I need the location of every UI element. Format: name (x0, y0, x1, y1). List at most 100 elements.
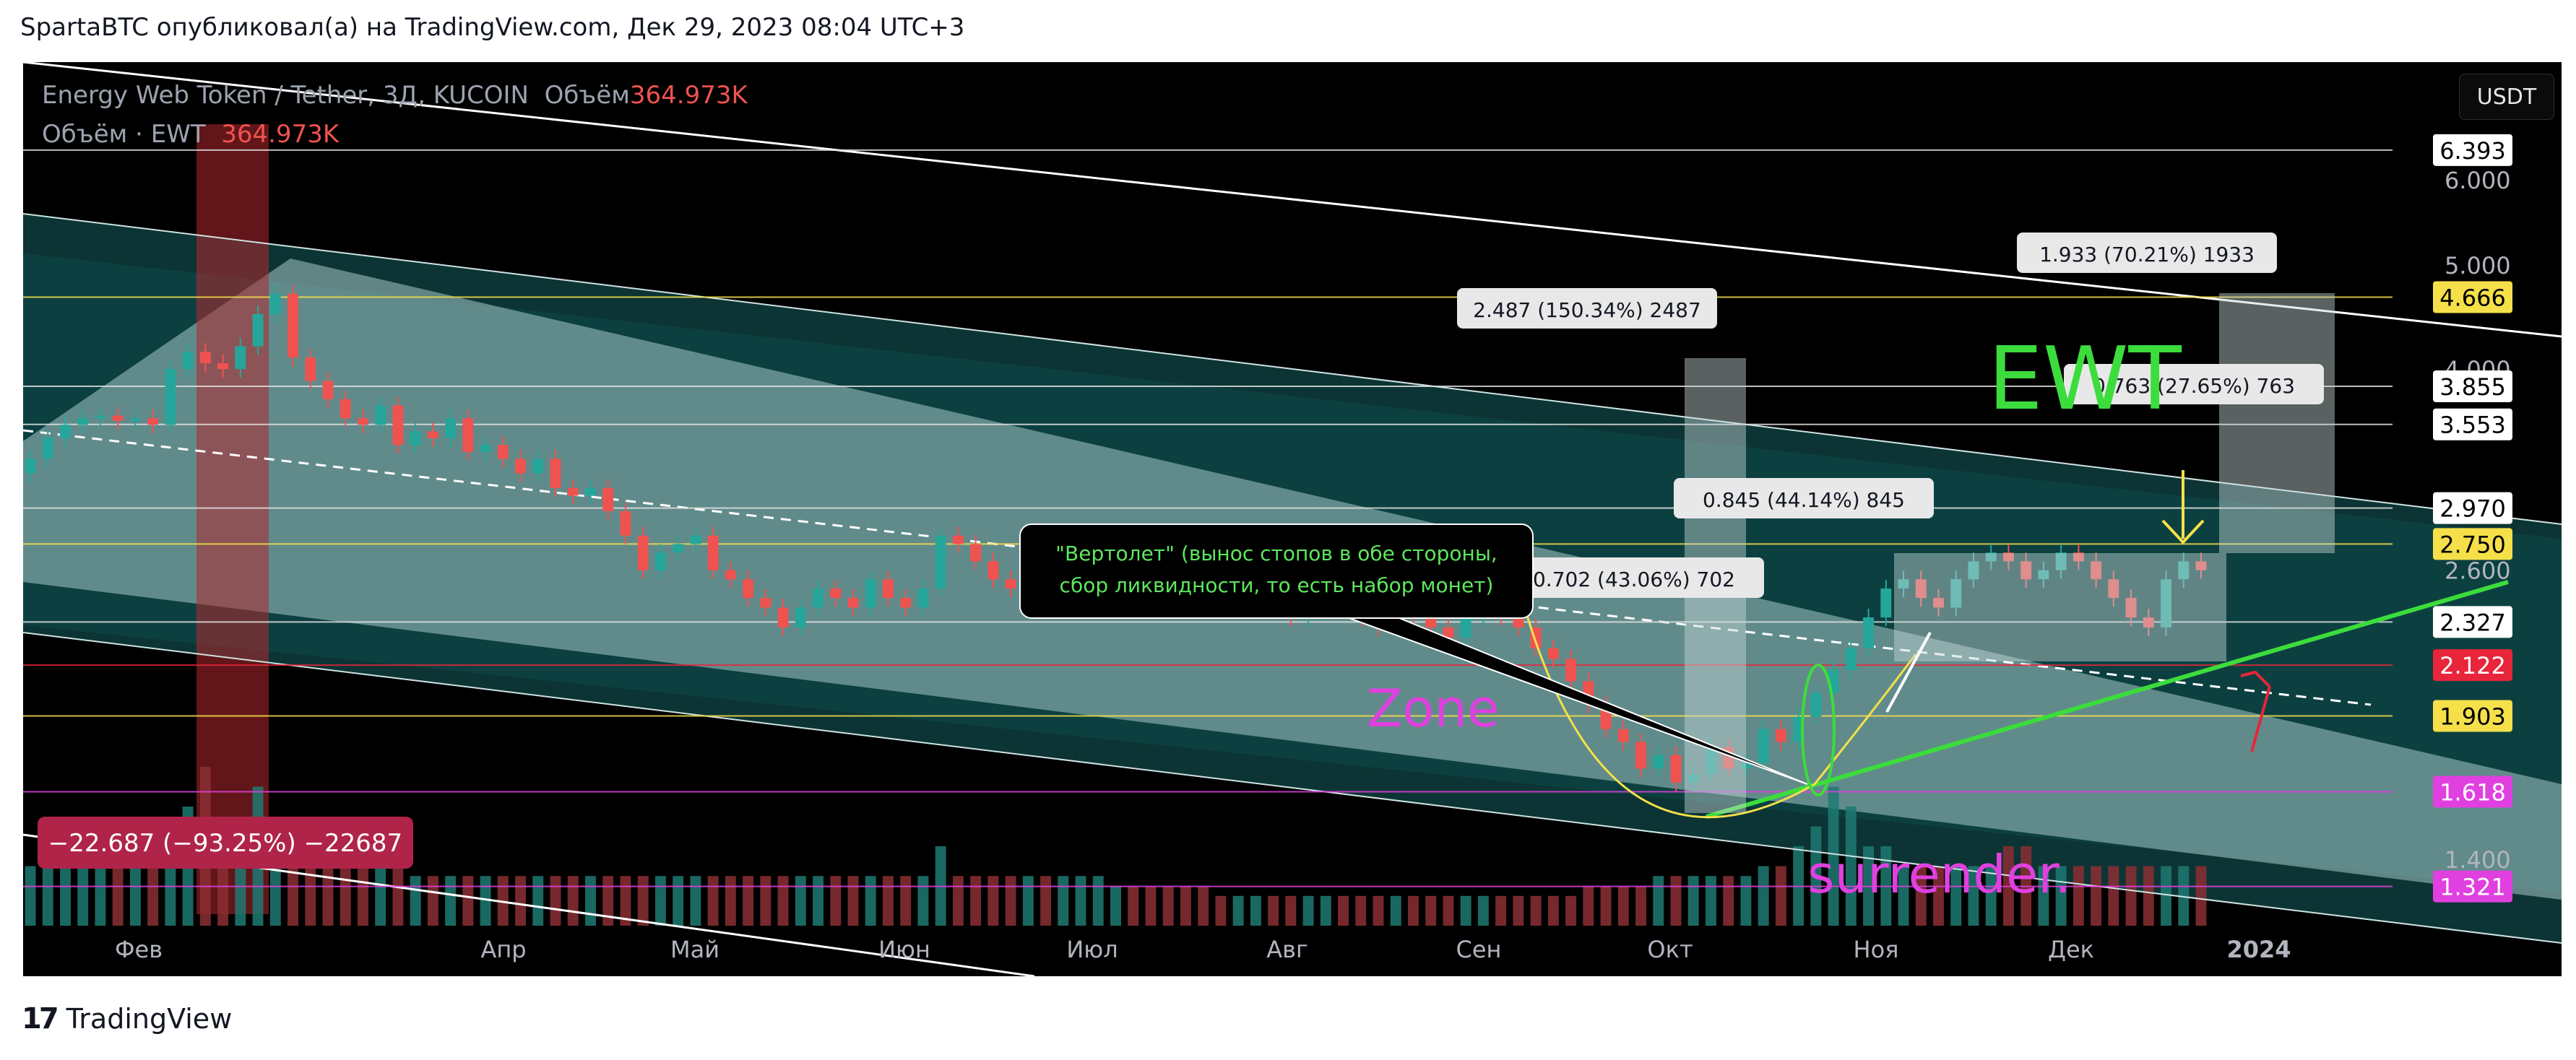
price-chart[interactable]: 6.000 5.000 4.000 2.600 1.400 6.393 4.666 3.855… (23, 62, 2562, 976)
candle-body (760, 598, 771, 608)
volume-bar (1530, 895, 1542, 926)
white-arrow-shaft (1885, 632, 1932, 713)
volume-bar (602, 876, 614, 926)
candle-body (269, 293, 281, 314)
candle-body (2091, 561, 2102, 580)
legend-symbol-line: Energy Web Token / Tether, 3Д, KUCOIN Об… (42, 81, 748, 110)
volume-bar (743, 876, 754, 926)
volume-bar (813, 876, 824, 926)
volume-bar (2108, 866, 2119, 926)
candle-body (654, 552, 666, 570)
volume-bar (1408, 895, 1419, 926)
volume-bar (1653, 876, 1664, 926)
volume-bar (1058, 876, 1069, 926)
volume-bar (462, 876, 474, 926)
candle-body (1950, 579, 1962, 608)
volume-bar (567, 876, 579, 926)
volume-bar (1460, 895, 1471, 926)
volume-bar (1758, 866, 1769, 926)
price-badge-label: 6.393 (2439, 137, 2506, 165)
candle-body (427, 431, 438, 438)
volume-bar (1232, 895, 1244, 926)
volume-bar (795, 876, 806, 926)
measure-label-box (2017, 233, 2277, 273)
callout-box (1019, 524, 1534, 619)
candle-body (357, 418, 368, 425)
candle-body (462, 418, 474, 452)
price-badge-label: 3.855 (2439, 373, 2506, 401)
publication-header: SpartaBTC опубликовал(а) на TradingView.… (20, 13, 965, 42)
volume-bar (1968, 866, 1979, 926)
volume-bar (952, 876, 964, 926)
candle-body (375, 405, 386, 425)
volume-bar (1355, 895, 1367, 926)
candle-body (970, 544, 982, 562)
candle-body (2108, 579, 2119, 599)
volume-bar (305, 866, 316, 926)
candle-body (1810, 692, 1822, 717)
x-axis-tick-label: 2024 (2226, 936, 2291, 963)
volume-bar (1547, 895, 1559, 926)
volume-bar (830, 876, 842, 926)
candle-body (129, 418, 141, 421)
volume-bar (2091, 866, 2102, 926)
candle-body (392, 405, 404, 446)
volume-bar (883, 876, 894, 926)
candle-body (1985, 552, 1997, 562)
x-axis-tick-label: Авг (1266, 936, 1308, 963)
candle-body (602, 487, 614, 512)
price-badge (2433, 606, 2512, 638)
volume-bar (60, 866, 71, 926)
volume-bar (900, 876, 912, 926)
measure-label: 0.702 (43.06%) 702 (1533, 568, 1735, 591)
volume-bar (707, 876, 719, 926)
price-badge (2433, 700, 2512, 732)
yellow-arrow-head (2161, 519, 2205, 544)
currency-button[interactable]: USDT (2459, 74, 2554, 120)
candle-body (480, 445, 491, 452)
price-badge-label: 1.903 (2439, 703, 2506, 731)
candle-body (707, 535, 719, 570)
volume-bar (1198, 886, 1209, 926)
volume-bar (1915, 866, 1927, 926)
volume-bar (1687, 876, 1699, 926)
candle-body (830, 588, 842, 599)
candle-body (952, 535, 964, 544)
measure-label: 0.845 (44.14%) 845 (1703, 488, 1905, 512)
price-badge-label: 2.327 (2439, 609, 2506, 636)
candle-body (217, 363, 229, 370)
candle-body (1915, 579, 1927, 599)
volume-bar (322, 866, 334, 926)
candle-body (2143, 617, 2154, 627)
callout-text: "Вертолет" (вынос стопов в обе стороны, (1055, 542, 1497, 565)
y-axis-tick-label: 1.400 (2445, 846, 2511, 874)
volume-bar (1477, 895, 1489, 926)
candle-body (1443, 627, 1454, 638)
volume-bar (1617, 886, 1629, 926)
candle-body (95, 415, 106, 419)
candle-body (147, 418, 159, 425)
candle-body (725, 570, 736, 580)
volume-bar (550, 876, 561, 926)
volume-bar (1513, 895, 1524, 926)
red-arrow-head (2240, 670, 2271, 688)
drop-label-box (38, 817, 413, 869)
volume-bar (1373, 895, 1384, 926)
measure-label: 2.487 (150.34%) 2487 (1473, 298, 1701, 322)
candle-body (585, 487, 596, 496)
candle-body (305, 357, 316, 381)
volume-bar (427, 876, 438, 926)
y-axis-tick-label: 5.000 (2445, 252, 2511, 279)
volume-bar (987, 876, 999, 926)
y-axis-tick-label: 2.600 (2445, 557, 2511, 585)
volume-bar (760, 876, 771, 926)
candle-body (1617, 729, 1629, 742)
volume-bar (532, 876, 544, 926)
candle-body (1425, 617, 1437, 627)
volume-bar (1740, 876, 1752, 926)
red-arrow-shaft (2250, 686, 2271, 752)
volume-bar (1128, 886, 1139, 926)
candle-body (2020, 561, 2032, 580)
volume-bar (1775, 866, 1786, 926)
price-badge-label: 1.618 (2439, 778, 2506, 806)
